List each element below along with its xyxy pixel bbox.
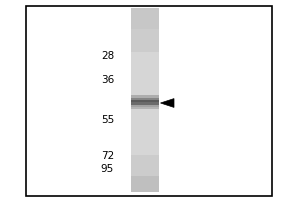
Bar	[130, 132, 159, 135]
Bar	[130, 10, 159, 13]
Bar	[130, 178, 159, 180]
Bar	[130, 155, 159, 158]
Bar	[130, 70, 159, 72]
Bar	[130, 42, 159, 45]
Bar	[130, 97, 159, 100]
Bar	[130, 61, 159, 63]
Text: 55: 55	[101, 115, 114, 125]
Bar	[130, 113, 159, 116]
Bar	[130, 72, 159, 75]
Bar	[130, 185, 159, 187]
Bar	[130, 143, 159, 146]
Polygon shape	[160, 99, 174, 107]
Bar	[130, 19, 159, 22]
Bar	[130, 86, 159, 88]
Bar	[130, 173, 159, 176]
Bar	[130, 8, 159, 10]
Bar	[130, 176, 159, 178]
Bar	[130, 182, 159, 185]
Bar	[130, 148, 159, 151]
Text: 72: 72	[101, 151, 114, 161]
Bar	[130, 17, 159, 20]
Bar	[130, 63, 159, 66]
Bar	[130, 134, 159, 137]
Bar	[130, 123, 159, 125]
Bar	[130, 79, 159, 82]
Bar	[130, 141, 159, 144]
Bar	[130, 146, 159, 148]
Bar	[130, 157, 159, 160]
Bar	[130, 88, 159, 91]
Bar	[130, 21, 159, 24]
Bar	[130, 100, 159, 102]
Bar	[130, 31, 159, 33]
Bar	[130, 28, 159, 31]
Bar	[130, 120, 159, 123]
Bar	[130, 15, 159, 17]
Bar	[130, 38, 159, 40]
Bar	[130, 169, 159, 171]
Bar	[130, 24, 159, 26]
Bar	[130, 189, 159, 192]
Bar	[130, 93, 159, 95]
Bar	[130, 136, 159, 139]
Bar	[130, 106, 159, 109]
Bar	[130, 171, 159, 174]
Bar	[130, 127, 159, 130]
Bar	[130, 187, 159, 190]
Bar	[130, 44, 159, 47]
Bar	[130, 74, 159, 77]
Bar	[130, 12, 159, 15]
Text: 36: 36	[101, 75, 114, 85]
Bar	[130, 116, 159, 118]
Bar	[130, 49, 159, 52]
Bar	[130, 33, 159, 36]
Bar	[130, 180, 159, 183]
Bar	[130, 159, 159, 162]
Bar	[130, 130, 159, 132]
Bar	[130, 47, 159, 49]
Bar	[130, 67, 159, 70]
Bar	[130, 77, 159, 79]
Bar	[130, 139, 159, 141]
Bar	[130, 81, 159, 84]
Bar	[130, 162, 159, 164]
Bar	[130, 26, 159, 29]
Bar	[26, 6, 272, 196]
Text: 95: 95	[101, 164, 114, 174]
Bar	[130, 56, 159, 59]
Bar	[130, 95, 159, 98]
Bar	[130, 90, 159, 93]
Bar	[130, 58, 159, 61]
Bar	[130, 111, 159, 114]
Bar	[130, 164, 159, 167]
Bar	[130, 109, 159, 112]
Bar	[130, 35, 159, 38]
Bar	[130, 51, 159, 54]
Bar	[130, 65, 159, 68]
Bar	[130, 54, 159, 56]
Bar	[130, 152, 159, 155]
Bar	[130, 125, 159, 128]
Bar	[130, 104, 159, 107]
Bar	[130, 40, 159, 43]
Bar	[130, 166, 159, 169]
Bar	[130, 118, 159, 121]
Bar	[130, 150, 159, 153]
Bar	[130, 102, 159, 105]
Bar	[130, 84, 159, 86]
Text: 28: 28	[101, 51, 114, 61]
